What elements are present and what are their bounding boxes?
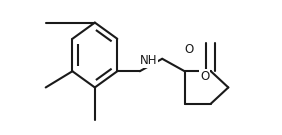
Text: O: O [200,70,210,83]
Text: O: O [185,43,194,56]
Text: NH: NH [140,54,157,67]
